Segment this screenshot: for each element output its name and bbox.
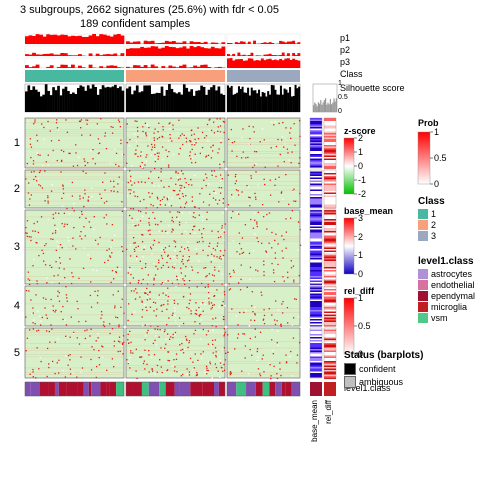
prob-colorbar: [418, 132, 430, 184]
colorbar: [344, 218, 354, 274]
figure-canvas: [0, 0, 504, 504]
heatmap-cell: [25, 118, 124, 168]
heatmap-cell: [227, 328, 300, 378]
colorbar: [344, 298, 354, 354]
row-label: 5: [6, 347, 20, 359]
heatmap-cell: [126, 170, 225, 208]
class-band: [227, 70, 300, 82]
row-label: 4: [6, 300, 20, 312]
track-label: p3: [340, 57, 350, 67]
track-label: Silhouette score: [340, 83, 405, 93]
colorbar: [344, 138, 354, 194]
track-label: Class: [340, 69, 363, 79]
side-ann-label: rel_diff: [324, 400, 333, 424]
side-ann-label: base_mean: [310, 400, 319, 442]
status-legend: Status (barplots)confidentambiguous: [344, 350, 423, 389]
class-band: [126, 70, 225, 82]
scale-label: base_mean: [344, 206, 393, 216]
heatmap-cell: [25, 170, 124, 208]
heatmap-cell: [126, 328, 225, 378]
heatmap-cell: [25, 328, 124, 378]
class-legend: Class123: [418, 196, 445, 242]
row-label: 2: [6, 183, 20, 195]
class-band: [25, 70, 124, 82]
heatmap-cell: [126, 118, 225, 168]
row-label: 1: [6, 137, 20, 149]
heatmap-cell: [25, 210, 124, 284]
heatmap-cell: [25, 286, 124, 326]
track-label: p1: [340, 33, 350, 43]
heatmap-cell: [126, 286, 225, 326]
heatmap-cell: [227, 170, 300, 208]
track-label: p2: [340, 45, 350, 55]
level1-legend: level1.classastrocytesendothelialependym…: [418, 256, 475, 324]
row-label: 3: [6, 241, 20, 253]
